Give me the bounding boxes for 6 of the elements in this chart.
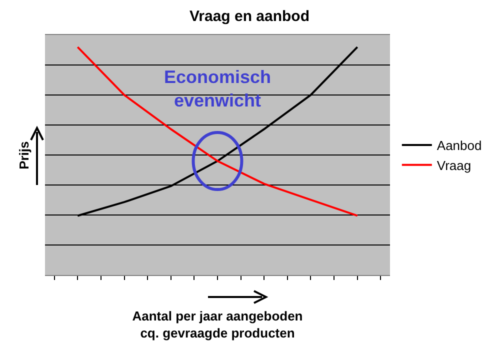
legend-label: Vraag [436,158,472,173]
annotation: Economisch evenwicht [164,67,272,110]
y-axis-title: Prijs [16,141,32,170]
chart-title: Vraag en aanbod [189,8,310,25]
x-axis-title: Aantal per jaar aangeboden cq. gevraagde producten [132,308,303,340]
legend-label: Aanbod [436,138,482,154]
